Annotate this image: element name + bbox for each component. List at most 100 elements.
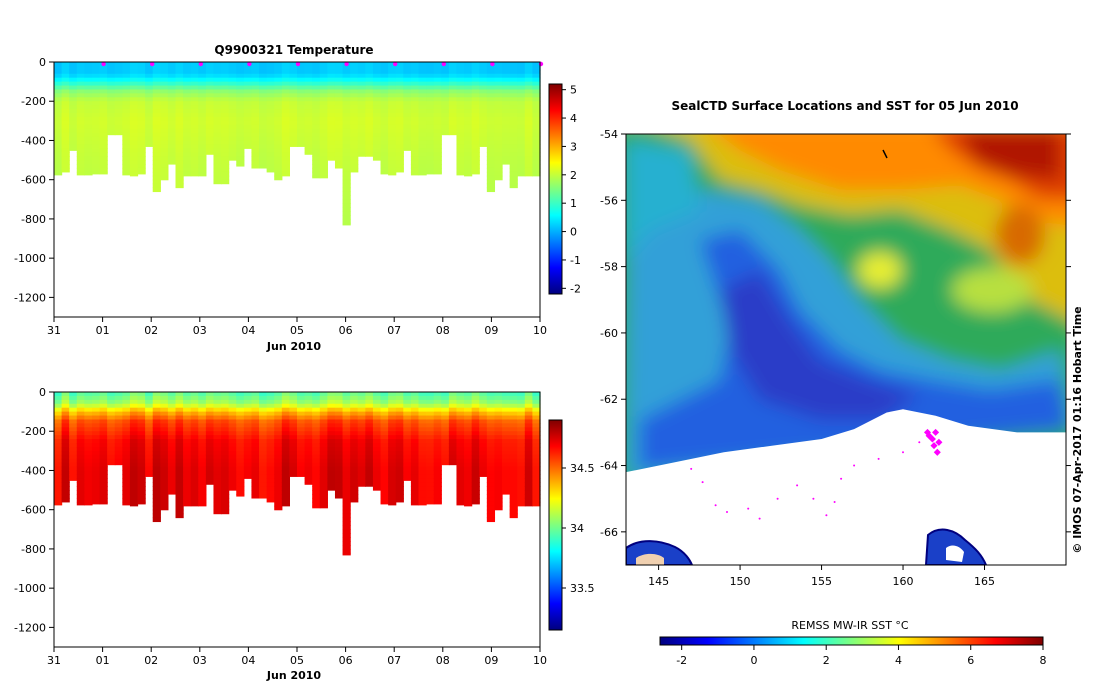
section-cell [327,427,336,432]
section-cell [160,392,169,397]
section-cell [281,407,290,413]
section-cell [426,490,435,495]
section-cell [54,160,63,165]
section-cell [84,124,93,130]
section-cell [524,435,533,440]
section-cell [175,124,184,130]
section-cell [160,501,169,507]
section-cell [228,450,237,456]
section-cell [502,435,511,440]
section-cell [372,156,382,161]
section-cell [289,423,298,428]
section-cell [327,419,336,424]
section-cell [91,167,101,173]
section-cell [486,462,496,468]
section-cell [297,65,306,71]
section-cell [152,505,161,511]
section-cell [342,69,351,75]
map-frame [625,133,1067,566]
section-cell [221,427,230,432]
section-cell [418,494,427,499]
section-cell [388,109,397,114]
section-cell [297,466,306,472]
section-cell [517,478,526,483]
section-cell [160,81,169,87]
section-cell [175,466,184,472]
section-cell [410,69,420,75]
section-cell [365,399,374,405]
section-cell [426,486,435,491]
section-cell [334,152,344,157]
section-cell [84,395,93,401]
section-cell [319,81,328,87]
section-cell [342,474,351,479]
section-cell [175,443,184,448]
section-cell [342,501,351,507]
section-cell [274,113,283,118]
x-tick-label: 06 [339,324,353,337]
section-cell [380,156,389,161]
section-cell [327,403,336,409]
section-cell [334,85,344,91]
section-cell [433,490,442,495]
section-cell [524,407,533,413]
section-cell [327,140,336,145]
section-cell [357,85,366,91]
section-cell [456,81,465,87]
section-cell [403,462,412,468]
section-cell [251,443,260,448]
section-cell [84,446,93,452]
map-colorbar-tick-label: -2 [676,654,687,667]
section-cell [137,411,146,417]
section-cell [84,77,93,83]
section-cell [183,411,192,417]
section-cell [471,65,480,71]
section-cell [312,497,321,503]
section-cell [167,419,177,424]
section-cell [418,73,427,79]
glider-track [690,434,929,520]
section-cell [388,101,397,106]
section-cell [327,478,336,483]
section-cell [342,552,351,556]
section-cell [464,69,473,75]
section-cell [502,486,511,491]
section-cell [99,132,108,138]
section-cell [334,77,344,83]
section-cell [441,423,450,428]
section-cell [251,411,260,417]
section-cell [319,89,328,94]
section-cell [380,490,389,495]
section-cell [236,470,245,475]
section-cell [365,411,374,417]
section-cell [410,136,420,142]
section-cell [289,140,298,145]
section-cell [350,407,359,413]
section-cell [236,148,245,153]
section-cell [152,140,161,145]
section-cell [479,116,488,122]
section-cell [167,435,177,440]
section-cell [274,494,283,499]
section-cell [486,179,496,185]
section-cell [122,62,131,67]
section-cell [464,120,473,126]
section-cell [129,65,139,71]
section-cell [54,105,63,110]
section-cell [69,478,78,481]
section-cell [395,482,404,487]
section-cell [342,399,351,405]
section-cell [365,89,374,94]
section-cell [319,73,328,79]
section-cell [266,431,275,436]
section-cell [388,140,397,145]
section-cell [426,116,435,122]
section-cell [114,407,123,413]
section-cell [84,136,93,142]
temperature-xlabel: Jun 2010 [266,340,322,353]
section-cell [243,85,253,91]
section-cell [213,160,222,165]
section-cell [479,454,488,460]
section-cell [372,395,382,401]
section-cell [251,140,260,145]
